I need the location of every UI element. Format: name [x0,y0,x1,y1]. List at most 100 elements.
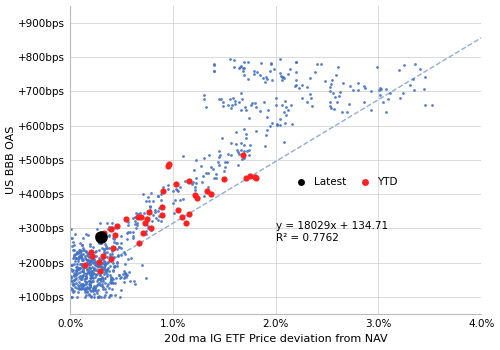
Point [90,266,98,272]
Point [107,256,115,261]
Point [242,175,250,181]
Point [98,267,106,272]
Point [123,272,131,278]
Point [73,267,81,273]
Point [272,95,280,100]
Point [114,252,122,257]
Point [104,265,112,271]
Point [306,75,314,80]
Point [98,276,106,282]
Point [252,129,260,134]
Point [84,291,92,297]
Point [104,283,112,288]
Point [158,203,166,209]
Point [86,275,94,281]
Point [82,231,90,237]
Point [262,127,270,132]
Point [89,271,97,276]
Point [134,222,141,228]
Point [137,214,145,220]
Point [216,152,224,158]
Point [326,88,334,94]
Point [98,256,106,261]
Point [94,240,102,246]
Point [360,83,368,89]
Point [200,96,208,102]
Point [410,87,418,93]
Point [176,184,184,190]
Point [72,276,80,281]
Point [96,282,104,288]
Text: y = 18029x + 134.71
R² = 0.7762: y = 18029x + 134.71 R² = 0.7762 [276,222,388,243]
Point [238,63,246,69]
Point [204,184,212,189]
Point [104,259,112,265]
Point [120,273,128,279]
Point [354,80,362,86]
Point [121,270,129,275]
Point [94,288,102,293]
Point [110,264,118,269]
Point [76,247,84,253]
Point [75,247,83,253]
Point [108,248,116,254]
Point [106,292,114,298]
Point [106,273,114,278]
Point [84,253,92,259]
Point [87,273,95,278]
Point [116,287,124,293]
Point [74,250,82,256]
Point [239,68,247,74]
Point [77,281,85,286]
Point [121,251,129,257]
Point [90,291,98,296]
Point [192,175,200,181]
Point [98,268,106,273]
Point [72,264,80,270]
Point [98,279,106,284]
Point [321,78,329,84]
Y-axis label: US BBB OAS: US BBB OAS [6,126,16,194]
Point [70,261,78,266]
Point [191,187,199,192]
Point [131,222,139,227]
Point [78,285,86,290]
Point [127,256,135,261]
Point [100,247,108,252]
Point [107,292,115,298]
Point [107,280,115,286]
Point [134,211,142,216]
Point [328,78,336,83]
Point [245,115,253,121]
Point [94,262,102,268]
Point [85,267,93,272]
Point [246,142,254,148]
Point [214,154,222,160]
Point [103,220,111,226]
Point [90,253,98,259]
Point [286,66,294,71]
Point [110,233,118,239]
Point [278,77,286,83]
Point [94,294,102,300]
Point [109,268,117,274]
Point [95,247,103,253]
Point [76,285,84,291]
Point [92,248,100,254]
Point [382,86,390,92]
Point [76,269,84,275]
Point [100,261,108,266]
Point [146,226,154,231]
Point [188,180,196,185]
Point [76,240,84,246]
Point [89,279,97,284]
Point [170,188,177,194]
Point [96,276,104,282]
Point [306,91,314,97]
Point [108,286,116,292]
Point [298,82,306,88]
Point [102,267,110,273]
Point [112,259,120,265]
Point [112,275,120,281]
Point [78,268,86,274]
